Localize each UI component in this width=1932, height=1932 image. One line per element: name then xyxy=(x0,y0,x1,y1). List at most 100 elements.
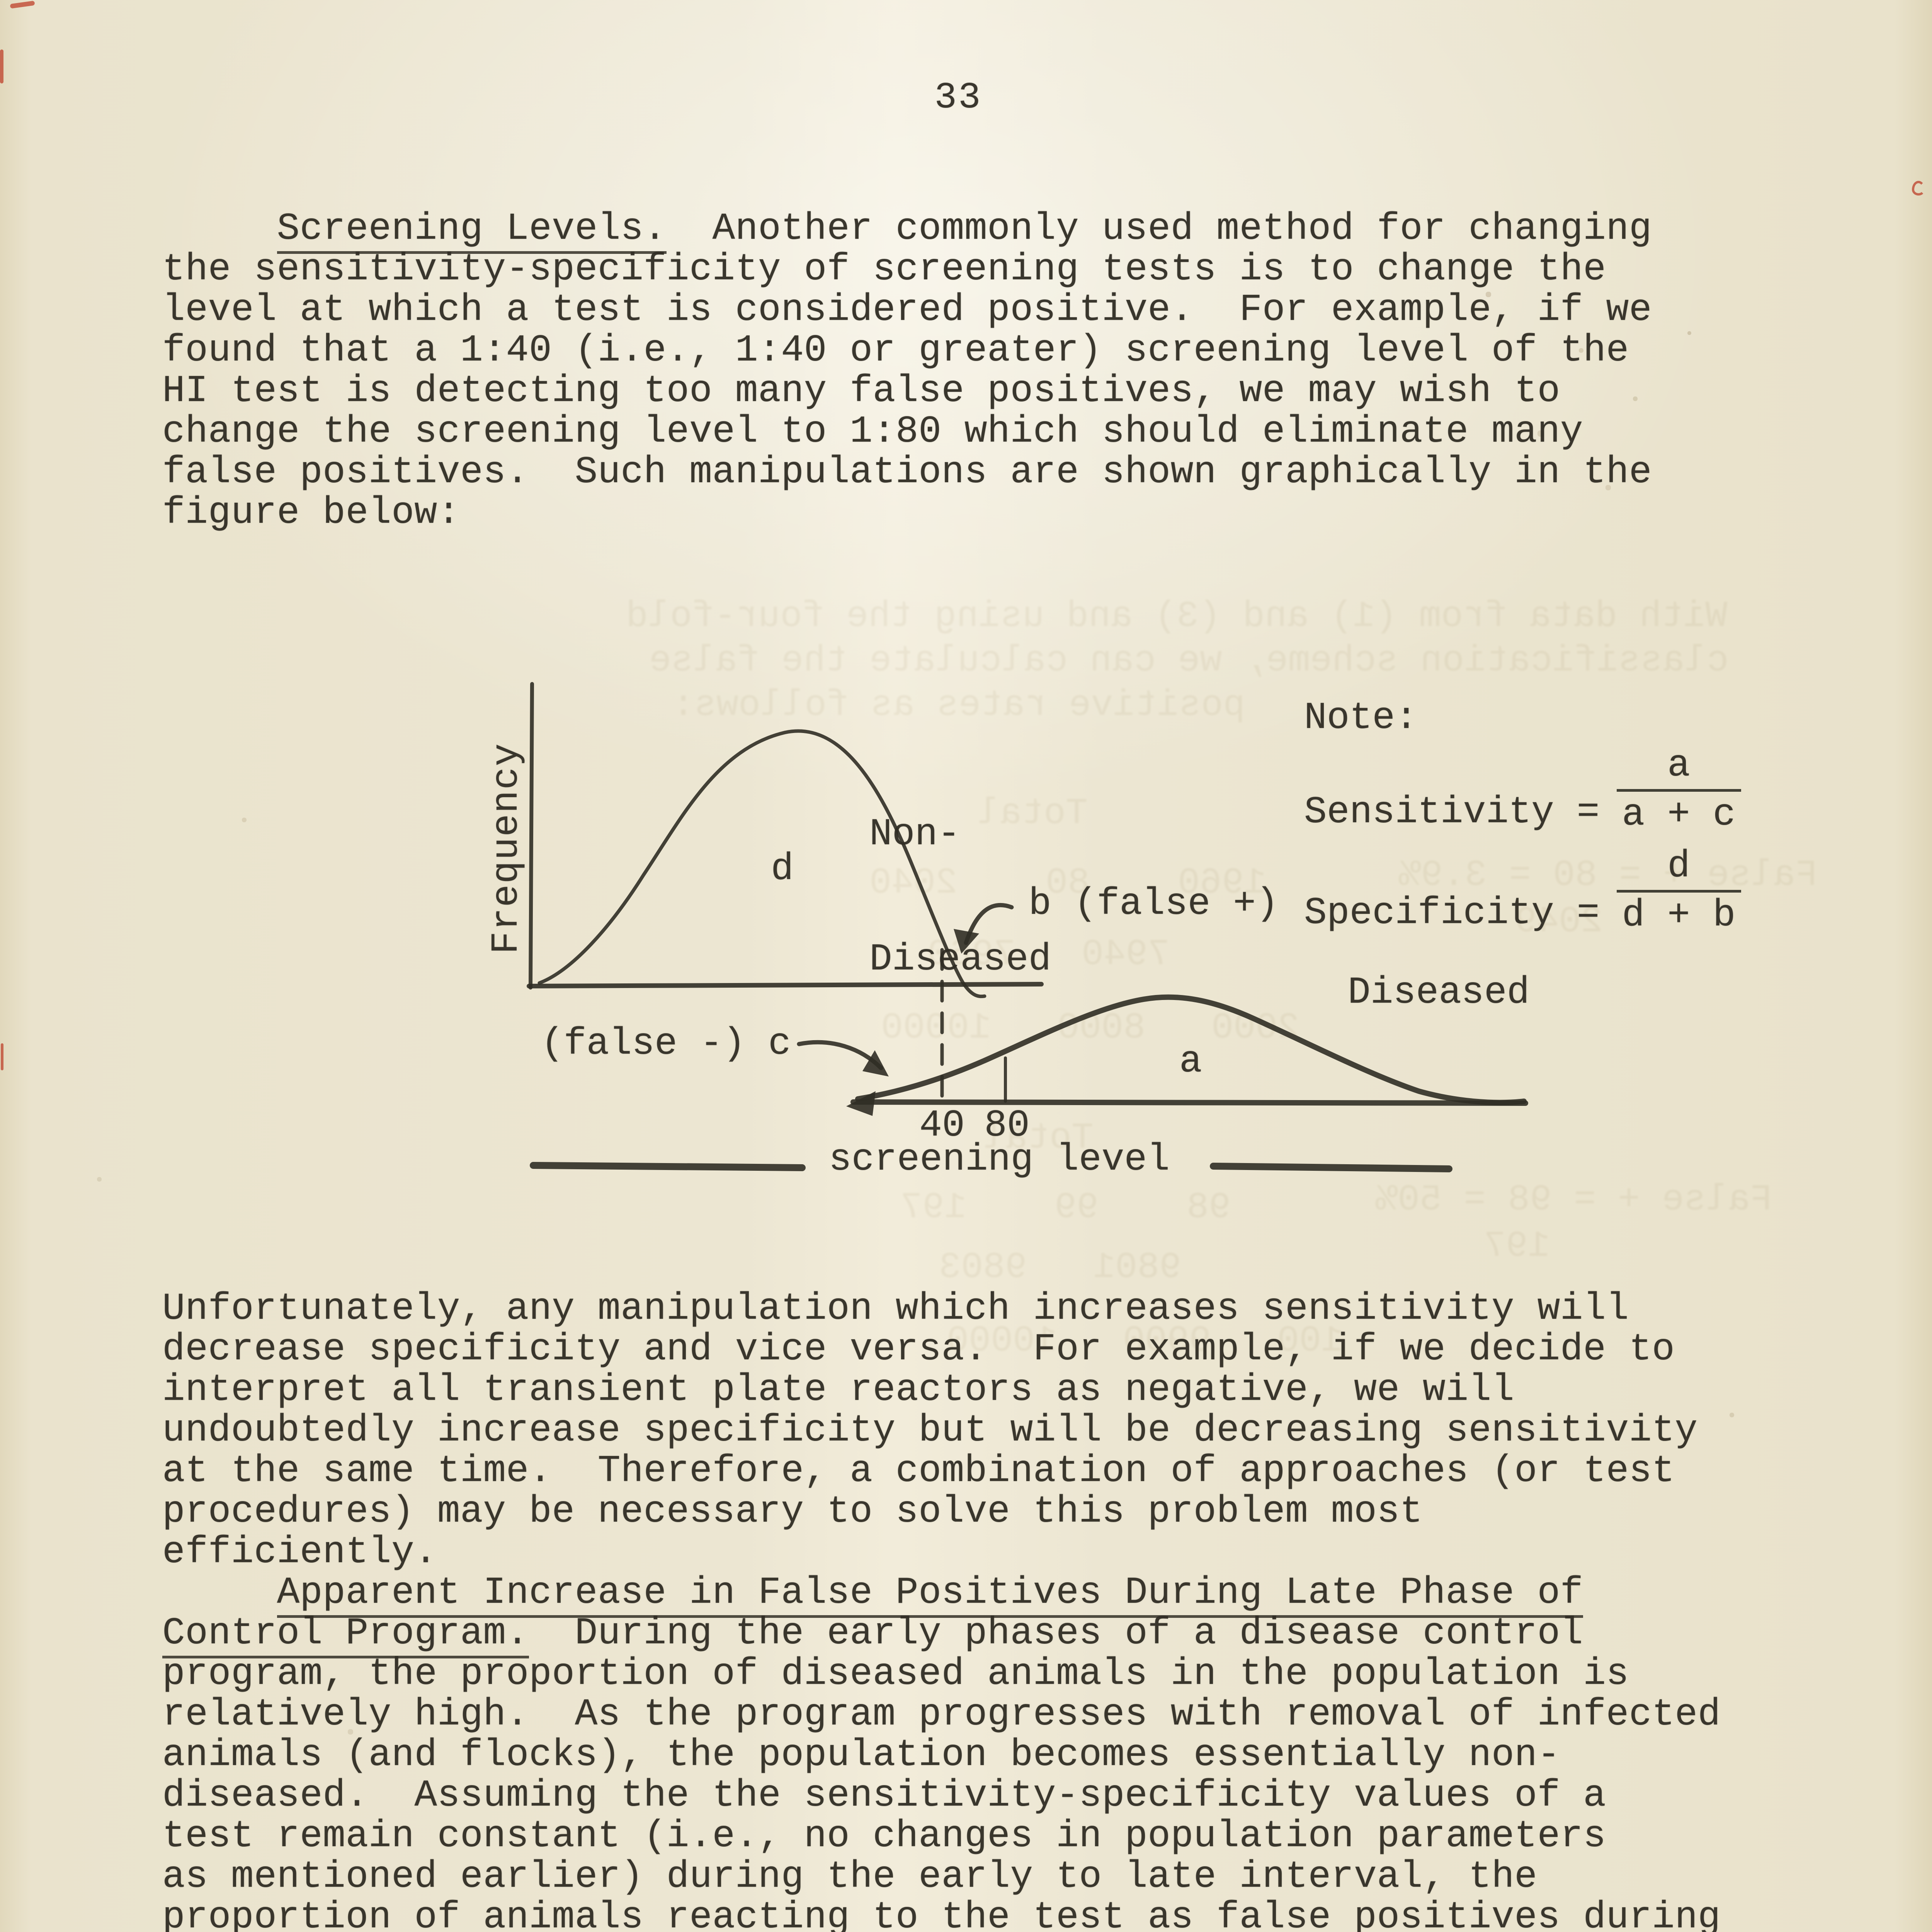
text-line: relatively high. As the program progress… xyxy=(162,1694,1721,1735)
text-line: found that a 1:40 (i.e., 1:40 or greater… xyxy=(162,330,1652,371)
text-line: efficiently. xyxy=(162,1532,1698,1573)
diseased-curve xyxy=(855,994,1527,1105)
nondiseased-baseline xyxy=(527,982,1044,988)
nondiseased-curve xyxy=(537,729,986,998)
text-segment: undoubtedly increase specificity but wil… xyxy=(162,1409,1698,1452)
false-negative-label: (false -) c xyxy=(541,1022,791,1065)
edge-artifact xyxy=(1,1043,3,1070)
text-segment: change the screening level to 1:80 which… xyxy=(162,410,1583,453)
text-segment: test remain constant (i.e., no changes i… xyxy=(162,1815,1606,1858)
figure-plot xyxy=(527,682,1528,1172)
region-a-label: a xyxy=(1179,1040,1202,1083)
text-segment: Another commonly used method for changin… xyxy=(666,207,1652,250)
text-segment: false positives. Such manipulations are … xyxy=(162,451,1652,494)
edge-artifact xyxy=(1912,181,1925,196)
text-segment: of animals reacting to the test as false… xyxy=(391,1896,1721,1932)
tick-80: 80 xyxy=(984,1104,1030,1147)
region-d-label: d xyxy=(771,848,794,891)
text-line: proportion of animals reacting to the te… xyxy=(162,1896,1721,1932)
specificity-fraction: d d + b xyxy=(1616,845,1741,937)
sensitivity-numerator: a xyxy=(1667,744,1690,787)
underlined-text-segment: Screening Levels. xyxy=(277,207,667,254)
text-line: Control Program. During the early phases… xyxy=(162,1612,1721,1658)
text-segment: HI test is detecting too many false posi… xyxy=(162,370,1560,413)
diseased-baseline xyxy=(850,1099,1528,1106)
text-line: the sensitivity-specificity of screening… xyxy=(162,249,1652,290)
text-line: figure below: xyxy=(162,493,1652,533)
text-segment: Unfortunately, any manipulation which in… xyxy=(162,1287,1629,1330)
text-segment: relatively high. As the program progress… xyxy=(162,1693,1721,1736)
text-line: animals (and flocks), the population bec… xyxy=(162,1735,1721,1776)
text-line: HI test is detecting too many false posi… xyxy=(162,371,1652,412)
text-segment: diseased. Assuming the the sensitivity-s… xyxy=(162,1774,1606,1817)
text-segment: During the early phases of a disease con… xyxy=(529,1612,1583,1655)
edge-artifact xyxy=(0,49,3,83)
text-line: Screening Levels. Another commonly used … xyxy=(162,207,1652,254)
sensitivity-denominator: a + c xyxy=(1616,789,1741,836)
para-apparent-increase: Apparent Increase in False Positives Dur… xyxy=(162,1571,1721,1932)
note-title: Note: xyxy=(1304,697,1418,740)
text-line: interpret all transient plate reactors a… xyxy=(162,1370,1698,1410)
para-screening-levels: Screening Levels. Another commonly used … xyxy=(162,207,1652,533)
screening-level-figure: Frequency Non- Diseased d b (false +) (f… xyxy=(444,657,1905,1221)
text-line: as mentioned earlier) during the early t… xyxy=(162,1857,1721,1897)
text-segment: interpret all transient plate reactors a… xyxy=(162,1369,1515,1412)
text-line: at the same time. Therefore, a combinati… xyxy=(162,1451,1698,1492)
text-segment: program, the proportion of diseased anim… xyxy=(162,1653,1629,1696)
text-segment: efficiently. xyxy=(162,1531,437,1574)
text-segment: the sensitivity-specificity of screening… xyxy=(162,248,1606,291)
x-axis-label: screening level xyxy=(829,1138,1170,1181)
text-line: level at which a test is considered posi… xyxy=(162,290,1652,330)
y-axis-label: Frequency xyxy=(485,743,528,954)
specificity-denominator: d + b xyxy=(1616,890,1741,937)
text-segment xyxy=(162,1571,277,1614)
text-segment xyxy=(162,207,277,250)
text-segment: level at which a test is considered posi… xyxy=(162,289,1652,332)
text-segment: procedures) may be necessary to solve th… xyxy=(162,1490,1423,1533)
paper-specks xyxy=(0,0,2,2)
specificity-numerator: d xyxy=(1667,845,1690,888)
left-rule xyxy=(530,1162,806,1171)
text-segment: decrease specificity and vice versa. For… xyxy=(162,1328,1675,1371)
text-line: undoubtedly increase specificity but wil… xyxy=(162,1410,1698,1451)
text-line: false positives. Such manipulations are … xyxy=(162,452,1652,493)
tick-40: 40 xyxy=(919,1104,965,1147)
false-negative-arrowhead xyxy=(862,1050,889,1077)
edge-artifact xyxy=(10,0,35,9)
text-segment: animals (and flocks), the population bec… xyxy=(162,1734,1560,1777)
sensitivity-label: Sensitivity = xyxy=(1304,791,1600,834)
diseased-curve-label: Diseased xyxy=(1348,971,1530,1014)
underlined-text-segment: Control Program. xyxy=(162,1612,529,1658)
text-line: procedures) may be necessary to solve th… xyxy=(162,1492,1698,1532)
nondiseased-label-line1: Non- xyxy=(869,813,961,856)
text-line: Unfortunately, any manipulation which in… xyxy=(162,1289,1698,1329)
text-line: Apparent Increase in False Positives Dur… xyxy=(162,1571,1721,1618)
sensitivity-fraction: a a + c xyxy=(1616,744,1741,836)
page-number: 33 xyxy=(934,77,982,119)
nondiseased-label-line2: Diseased xyxy=(869,938,1051,981)
underlined-text-segment: Apparent Increase in False Positives Dur… xyxy=(277,1571,1583,1618)
text-segment: as mentioned earlier) during the early t… xyxy=(162,1855,1537,1898)
text-segment: figure below: xyxy=(162,492,461,534)
y-axis xyxy=(529,682,534,990)
specificity-formula: Specificity = d d + b xyxy=(1304,846,1741,937)
text-segment: found that a 1:40 (i.e., 1:40 or greater… xyxy=(162,329,1629,372)
right-rule xyxy=(1210,1163,1452,1172)
bleed-through-text: 197 xyxy=(1484,1225,1550,1267)
text-segment: at the same time. Therefore, a combinati… xyxy=(162,1450,1675,1493)
false-positive-arrowhead xyxy=(954,929,979,954)
text-line: diseased. Assuming the the sensitivity-s… xyxy=(162,1776,1721,1816)
text-line: change the screening level to 1:80 which… xyxy=(162,412,1652,452)
specificity-label: Specificity = xyxy=(1304,892,1600,935)
text-line: test remain constant (i.e., no changes i… xyxy=(162,1816,1721,1857)
text-line: decrease specificity and vice versa. For… xyxy=(162,1329,1698,1370)
nondiseased-curve-label: Non- Diseased xyxy=(869,730,1051,1064)
bleed-through-text: 9801 9803 xyxy=(939,1247,1182,1288)
text-line: program, the proportion of diseased anim… xyxy=(162,1654,1721,1694)
false-positive-label: b (false +) xyxy=(1029,883,1279,925)
note-block: Note: Sensitivity = a a + c Specificity … xyxy=(1304,697,1741,937)
bleed-through-text: With data from (1) and (3) and using the… xyxy=(626,595,1728,637)
underlined-text-segment: proportion xyxy=(162,1896,392,1932)
para-unfortunately: Unfortunately, any manipulation which in… xyxy=(162,1289,1698,1573)
sensitivity-formula: Sensitivity = a a + c xyxy=(1304,745,1741,836)
